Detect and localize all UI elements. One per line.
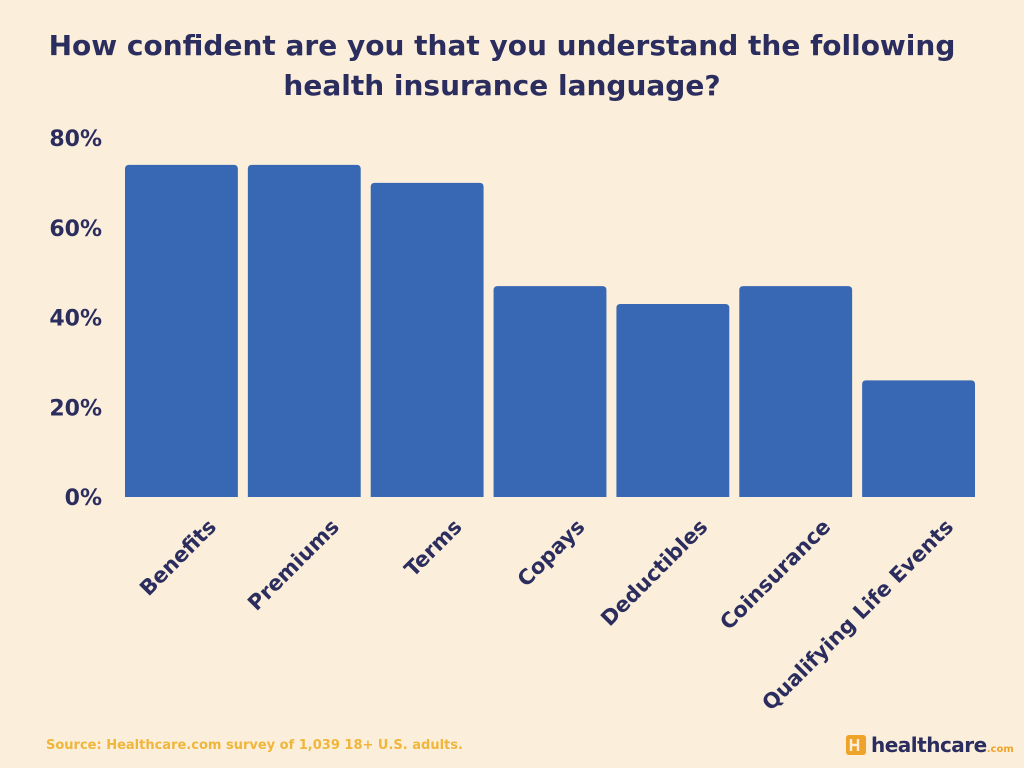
y-tick-label: 80% xyxy=(49,127,102,152)
y-tick-label: 20% xyxy=(49,396,102,421)
y-axis: 0% 20% 40% 60% 80% xyxy=(49,127,102,511)
x-tick-label: Terms xyxy=(400,515,467,582)
x-tick-label: Deductibles xyxy=(596,515,712,631)
x-tick-label: Copays xyxy=(513,515,590,592)
x-tick-label: Benefits xyxy=(135,515,221,601)
bar-group xyxy=(125,164,975,498)
y-tick-label: 0% xyxy=(65,486,102,511)
healthcare-logo-icon xyxy=(846,735,866,755)
chart-title: How confident are you that you understan… xyxy=(48,29,956,102)
bar-terms xyxy=(370,182,484,497)
x-tick-label: Coinsurance xyxy=(715,515,835,635)
x-axis: Benefits Premiums Terms Copays Deductibles Co… xyxy=(135,515,958,716)
bar-qualifying-life-events xyxy=(862,380,975,497)
healthcare-logo: healthcare.com xyxy=(846,733,1014,757)
bar-benefits xyxy=(125,164,238,498)
y-tick-label: 60% xyxy=(49,217,102,242)
y-tick-label: 40% xyxy=(49,307,102,332)
source-note: Source: Healthcare.com survey of 1,039 1… xyxy=(46,738,463,753)
logo-suffix: .com xyxy=(986,744,1014,755)
bar-premiums xyxy=(247,164,361,498)
bar-deductibles xyxy=(616,304,730,497)
bar-copays xyxy=(493,286,607,497)
bar-coinsurance xyxy=(739,286,853,497)
logo-text: healthcare xyxy=(871,733,987,757)
x-tick-label: Premiums xyxy=(243,515,344,616)
